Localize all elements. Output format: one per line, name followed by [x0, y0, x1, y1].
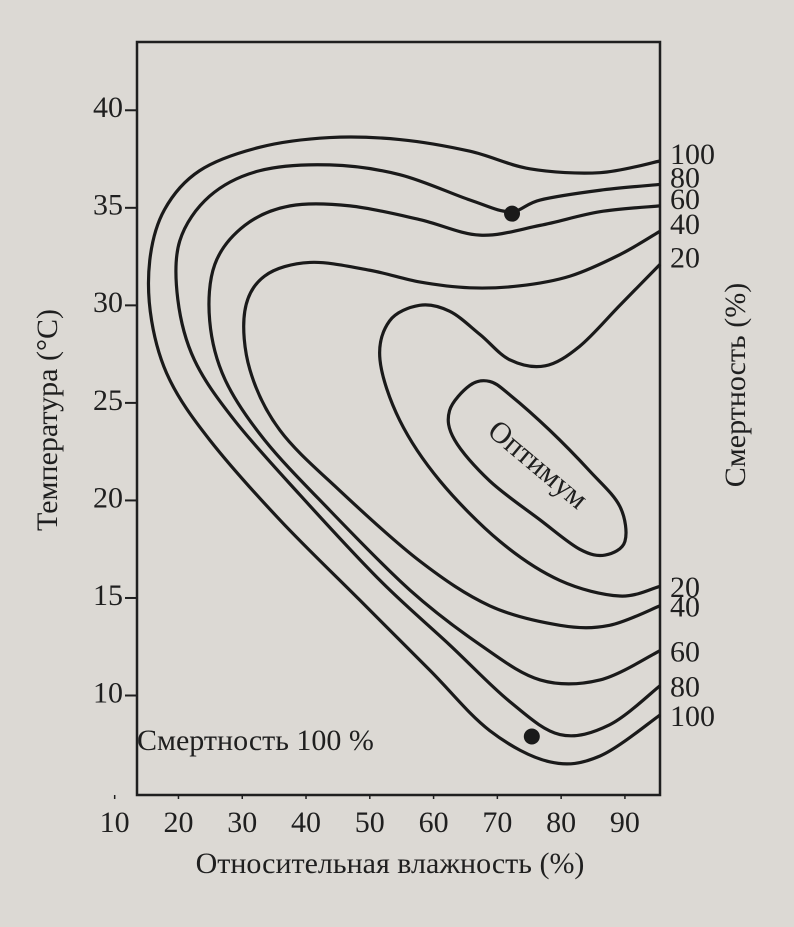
x-tick-label: 80 — [546, 806, 576, 839]
y-axis-label: Температура (°C) — [31, 309, 64, 531]
contour-line — [207, 202, 661, 686]
contour-level-label: 80 — [670, 161, 700, 194]
contour-level-label: 20 — [670, 571, 700, 604]
y-tick-label: 20 — [93, 481, 123, 514]
contour-level-label: 100 — [670, 700, 715, 733]
contour-line — [146, 135, 661, 766]
contour-level-label: 60 — [670, 183, 700, 216]
x-tick-label: 40 — [291, 806, 321, 839]
y-tick-label: 30 — [93, 286, 123, 319]
contour-line — [174, 163, 661, 738]
y2-axis-label: Смертность (%) — [719, 283, 752, 487]
y-tick-label: 35 — [93, 189, 123, 222]
contour-line — [446, 379, 628, 558]
x-axis-label: Относительная влажность (%) — [196, 847, 585, 880]
point-marker — [523, 728, 540, 745]
point-marker — [504, 205, 521, 222]
contour-line — [378, 263, 662, 598]
x-tick-label: 50 — [355, 806, 385, 839]
x-tick-label: 30 — [227, 806, 257, 839]
x-tick-label: 10 — [100, 806, 130, 839]
contour-level-label: 60 — [670, 636, 700, 669]
x-tick-label: 70 — [482, 806, 512, 839]
x-tick-label: 20 — [163, 806, 193, 839]
x-tick-label: 60 — [419, 806, 449, 839]
x-tick-label: 90 — [610, 806, 640, 839]
y-tick-label: 10 — [93, 676, 123, 709]
contour-level-label: 80 — [670, 671, 700, 704]
contour-level-label: 100 — [670, 138, 715, 171]
annotation: Смертность 100 % — [137, 724, 374, 757]
y-tick-label: 25 — [93, 384, 123, 417]
contour-level-label: 40 — [670, 591, 700, 624]
y-tick-label: 15 — [93, 579, 123, 612]
contour-level-label: 20 — [670, 241, 700, 274]
contour-line — [242, 229, 661, 630]
plot-frame — [135, 40, 662, 797]
y-tick-label: 40 — [93, 91, 123, 124]
contour-level-label: 40 — [670, 208, 700, 241]
